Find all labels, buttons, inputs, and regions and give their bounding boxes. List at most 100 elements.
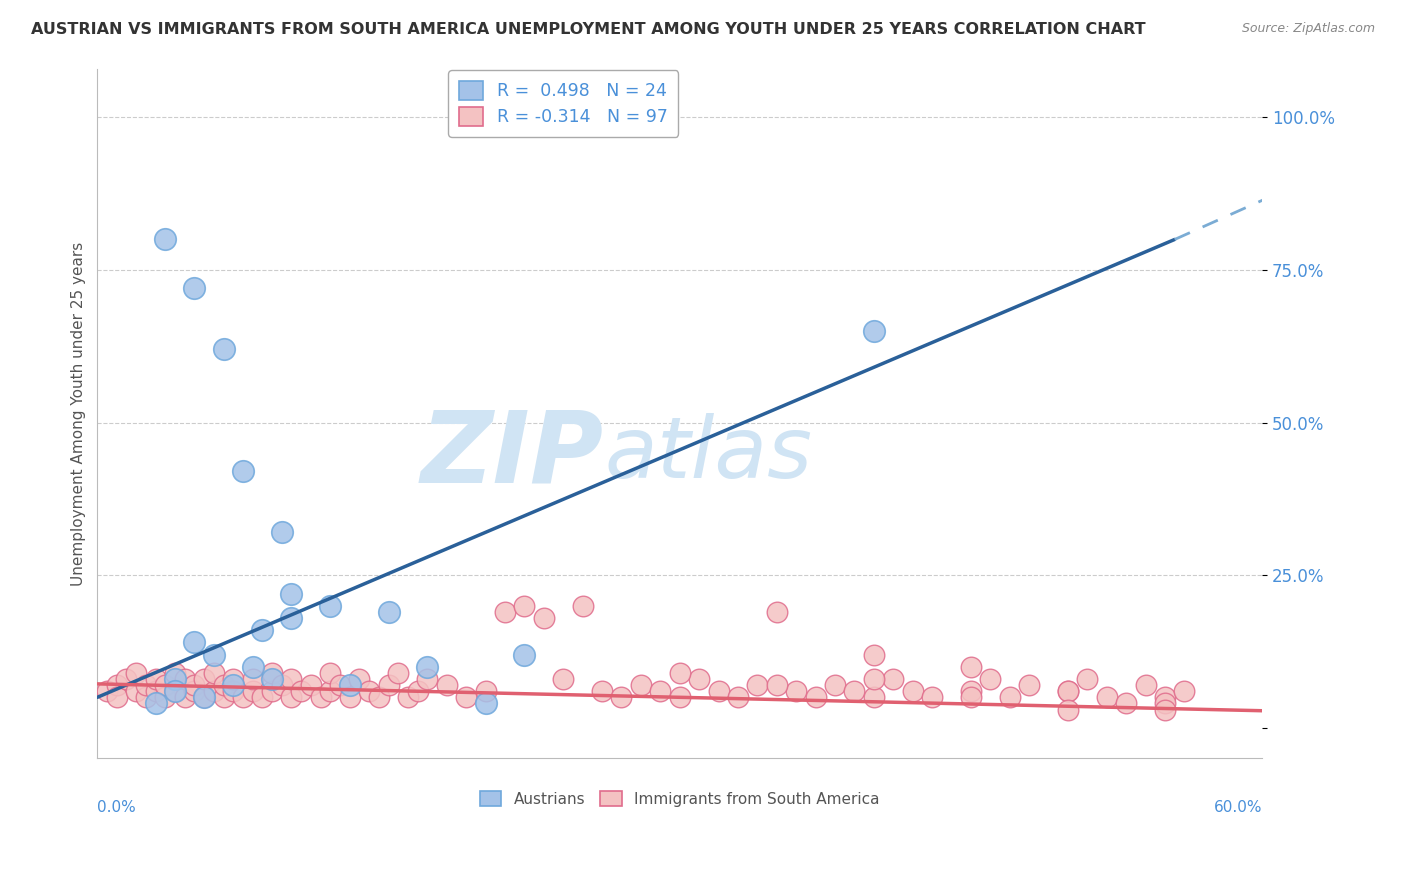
Point	[747, 678, 769, 692]
Text: atlas: atlas	[605, 413, 813, 496]
Point	[513, 599, 536, 613]
Point	[1154, 690, 1177, 705]
Point	[1135, 678, 1157, 692]
Point	[145, 672, 167, 686]
Point	[105, 690, 128, 705]
Point	[135, 678, 157, 692]
Point	[387, 665, 409, 680]
Point	[862, 690, 884, 705]
Point	[319, 599, 342, 613]
Text: 60.0%: 60.0%	[1213, 800, 1263, 814]
Point	[260, 672, 283, 686]
Point	[707, 684, 730, 698]
Point	[1076, 672, 1098, 686]
Point	[436, 678, 458, 692]
Point	[367, 690, 389, 705]
Point	[155, 690, 177, 705]
Point	[309, 690, 332, 705]
Point	[650, 684, 672, 698]
Point	[359, 684, 381, 698]
Point	[960, 684, 983, 698]
Point	[1154, 697, 1177, 711]
Point	[280, 672, 302, 686]
Point	[1154, 702, 1177, 716]
Point	[377, 605, 399, 619]
Point	[222, 684, 245, 698]
Point	[960, 690, 983, 705]
Point	[183, 684, 205, 698]
Point	[862, 672, 884, 686]
Point	[105, 678, 128, 692]
Point	[862, 324, 884, 338]
Point	[135, 690, 157, 705]
Point	[173, 672, 195, 686]
Point	[212, 343, 235, 357]
Point	[222, 672, 245, 686]
Legend: Austrians, Immigrants from South America: Austrians, Immigrants from South America	[474, 785, 886, 813]
Point	[1115, 697, 1137, 711]
Point	[533, 611, 555, 625]
Point	[299, 678, 322, 692]
Point	[163, 684, 186, 698]
Point	[339, 690, 361, 705]
Point	[824, 678, 846, 692]
Point	[339, 678, 361, 692]
Point	[1018, 678, 1040, 692]
Point	[290, 684, 312, 698]
Point	[396, 690, 419, 705]
Point	[630, 678, 652, 692]
Point	[270, 525, 292, 540]
Point	[183, 635, 205, 649]
Point	[979, 672, 1001, 686]
Point	[571, 599, 593, 613]
Point	[163, 665, 186, 680]
Point	[193, 690, 215, 705]
Point	[280, 611, 302, 625]
Point	[610, 690, 633, 705]
Point	[163, 684, 186, 698]
Point	[1095, 690, 1118, 705]
Point	[882, 672, 904, 686]
Point	[998, 690, 1021, 705]
Point	[494, 605, 516, 619]
Point	[785, 684, 807, 698]
Point	[202, 665, 225, 680]
Point	[553, 672, 575, 686]
Point	[232, 465, 254, 479]
Point	[513, 648, 536, 662]
Point	[242, 684, 264, 698]
Point	[183, 281, 205, 295]
Point	[125, 665, 148, 680]
Point	[202, 648, 225, 662]
Point	[406, 684, 429, 698]
Point	[193, 690, 215, 705]
Point	[765, 678, 787, 692]
Point	[1173, 684, 1195, 698]
Point	[270, 678, 292, 692]
Point	[115, 672, 138, 686]
Point	[125, 684, 148, 698]
Point	[688, 672, 710, 686]
Point	[668, 665, 690, 680]
Point	[145, 697, 167, 711]
Point	[377, 678, 399, 692]
Point	[280, 690, 302, 705]
Point	[960, 660, 983, 674]
Point	[155, 232, 177, 246]
Point	[222, 678, 245, 692]
Point	[416, 672, 439, 686]
Point	[804, 690, 827, 705]
Point	[202, 684, 225, 698]
Y-axis label: Unemployment Among Youth under 25 years: Unemployment Among Youth under 25 years	[72, 242, 86, 585]
Point	[242, 660, 264, 674]
Point	[155, 678, 177, 692]
Point	[232, 690, 254, 705]
Point	[862, 648, 884, 662]
Point	[921, 690, 943, 705]
Text: 0.0%: 0.0%	[97, 800, 136, 814]
Point	[252, 623, 274, 637]
Point	[183, 678, 205, 692]
Point	[456, 690, 478, 705]
Point	[765, 605, 787, 619]
Point	[727, 690, 749, 705]
